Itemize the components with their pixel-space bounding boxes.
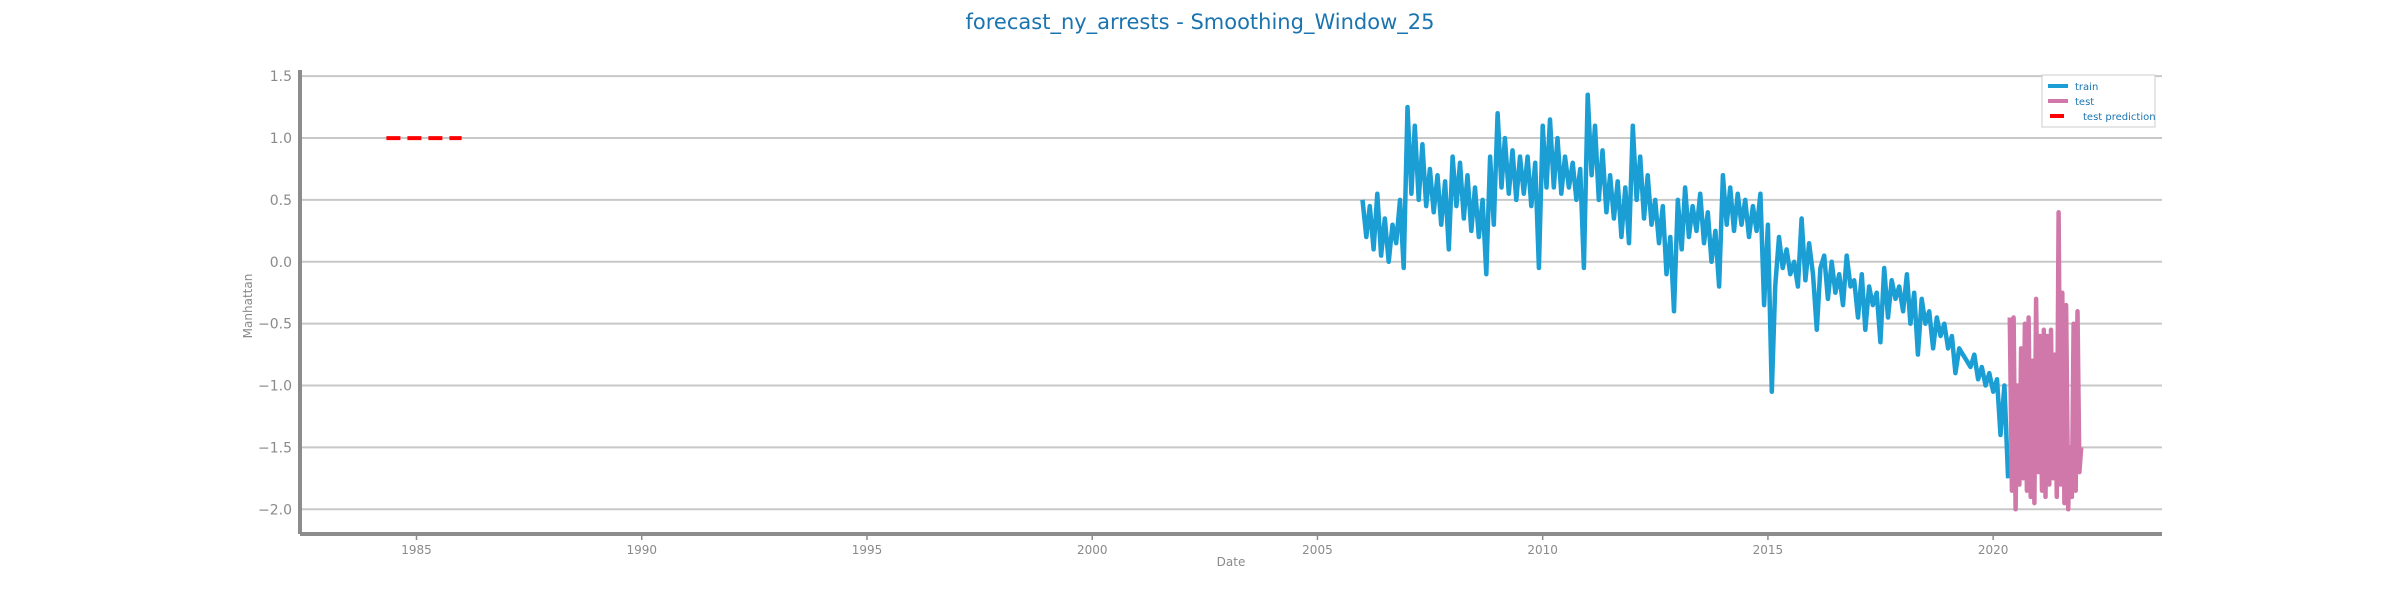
y-grid	[300, 75, 2162, 511]
y-tick-label: 0.5	[270, 193, 292, 209]
x-axis-label: Date	[1217, 555, 1246, 569]
y-tick-label: −1.0	[258, 379, 292, 395]
y-tick-label: 0.0	[270, 255, 292, 271]
series-line-train	[1360, 92, 2011, 479]
series-line-test	[2007, 210, 2084, 512]
chart-title: forecast_ny_arrests - Smoothing_Window_2…	[966, 10, 1435, 35]
y-tick-labels: 1.5 1.0 0.5 0.0 −0.5 −1.0 −1.5 −2.0	[258, 69, 292, 518]
x-tick-label: 1990	[626, 543, 657, 557]
series-layer	[386, 92, 2084, 512]
legend-label: test	[2075, 97, 2094, 108]
legend-label: train	[2075, 82, 2098, 93]
y-axis-label: Manhattan	[241, 274, 255, 339]
x-tick-label: 2010	[1527, 543, 1558, 557]
y-tick-label: 1.5	[270, 69, 292, 85]
x-tick-labels: 1985 1990 1995 2000 2005 2010 2015 2020	[401, 543, 2008, 557]
x-tick-label: 2020	[1978, 543, 2009, 557]
y-tick-label: −2.0	[258, 502, 292, 518]
y-tick-label: 1.0	[270, 131, 292, 147]
legend-label: test prediction	[2083, 112, 2156, 123]
y-tick-label: −0.5	[258, 317, 292, 333]
x-tick-label: 2015	[1753, 543, 1784, 557]
legend: train test test prediction	[2041, 74, 2156, 128]
x-tick-label: 1985	[401, 543, 432, 557]
x-tick-label: 2005	[1302, 543, 1333, 557]
x-tick-label: 2000	[1077, 543, 1108, 557]
x-tick-label: 1995	[852, 543, 883, 557]
y-tick-label: −1.5	[258, 440, 292, 456]
